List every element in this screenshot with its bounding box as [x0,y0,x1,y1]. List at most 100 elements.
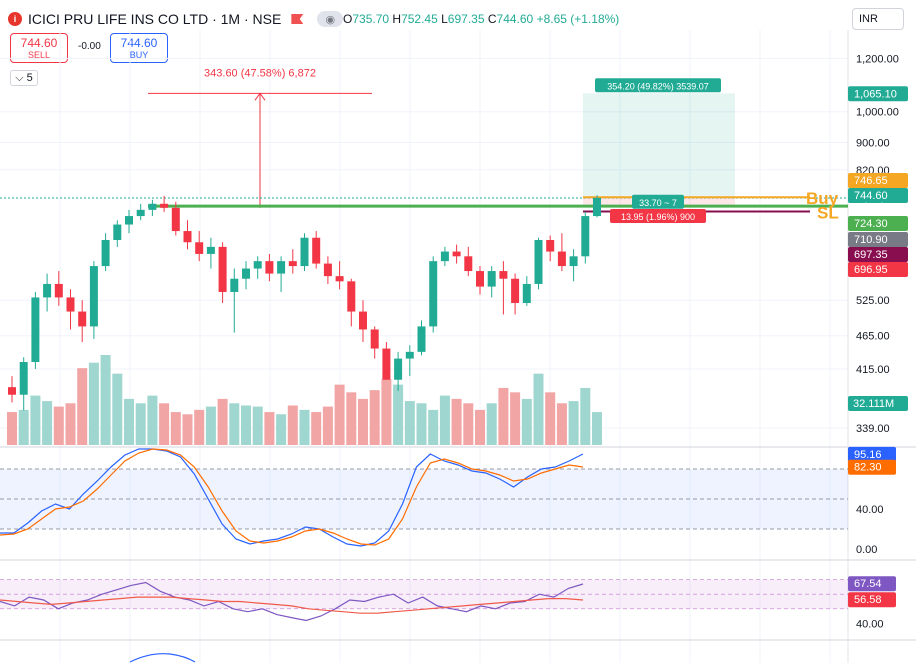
svg-text:724.30: 724.30 [854,218,888,230]
price-tag: 710.90 [848,232,908,247]
svg-text:56.58: 56.58 [854,594,882,606]
company-logo-icon: i [8,12,22,26]
volume-bar [334,384,345,445]
volume-bar [252,406,263,445]
candle-body [195,242,204,254]
svg-text:744.60: 744.60 [854,190,888,202]
position-label: 33.70 ~ 7 [632,194,684,209]
candle-body [89,266,98,327]
volume-bar [205,406,216,445]
volume-bar [53,406,64,445]
candle-body [171,207,180,232]
candle-body [569,256,578,267]
volume-bar [439,395,450,445]
volume-bar [18,409,29,445]
candle-body [440,251,449,262]
volume-bar [498,387,509,445]
volume-bar [135,403,146,445]
candle-body [312,237,321,264]
stop-label: 13.95 (1.96%) 900 [610,209,706,224]
candle-body [288,261,297,267]
volume-bar [299,409,310,445]
volume-bar [159,403,170,445]
svg-text:696.95: 696.95 [854,264,888,276]
price-tag: 697.35 [848,247,908,262]
candle-body [534,239,543,284]
volume-bar [30,395,41,445]
volume-bar [322,406,333,445]
volume-bar [521,398,532,445]
price-tag: 1,065.10 [848,86,908,102]
symbol-title[interactable]: ICICI PRU LIFE INS CO LTD · 1M · NSE [28,11,282,27]
symbol-header[interactable]: i ICICI PRU LIFE INS CO LTD · 1M · NSE ◉ [8,8,344,30]
volume-bar [592,412,602,445]
stoch-value-tag: 82.30 [848,459,896,475]
svg-text:33.70 ~ 7: 33.70 ~ 7 [639,198,677,208]
volume-tag: 32.111M [848,396,908,411]
svg-text:1,065.10: 1,065.10 [854,88,897,100]
open-value: 735.70 [352,12,390,26]
volume-bar [404,401,415,445]
volume-bar [124,398,134,445]
sell-button[interactable]: 744.60 SELL [10,33,68,63]
candle-body [370,329,379,349]
candle-body [593,197,601,217]
candle-body [464,256,473,272]
stoch-tick-label: 0.00 [856,544,877,556]
target-label: 354.20 (49.82%) 3539.07 [595,78,721,93]
candle-body [405,351,414,359]
candle-body [54,283,63,298]
rsi-value-tag: 56.58 [848,592,896,608]
measure-label: 343.60 (47.58%) 6,872 [204,67,316,79]
stoch-value-tag: 95.16 [848,446,896,462]
volume-bar [42,401,53,445]
rsi-tick-label: 40.00 [856,618,884,630]
eye-icon[interactable]: ◉ [317,11,344,27]
volume-bar [486,403,497,445]
volume-bar [475,409,485,445]
candle-body [417,326,426,352]
svg-text:82.30: 82.30 [854,462,882,474]
ohlc-readout: O735.70 H752.45 L697.35 C744.60 +8.65 (+… [343,12,620,26]
candle-body [136,209,145,217]
volume-bar [416,403,427,445]
indicator-collapse-button[interactable]: ⌵ 5 [10,70,38,86]
spread-value: -0.00 [78,41,101,52]
candle-body [19,362,28,395]
candle-body [581,216,590,257]
volume-bar [463,403,474,445]
candle-body [66,297,75,312]
candle-body [160,203,169,208]
volume-bar [77,368,88,445]
y-tick-label: 465.00 [856,331,890,343]
volume-bar [264,412,275,445]
volume-bar [170,412,181,445]
candle-body [253,261,262,269]
candle-body [183,231,192,243]
candle-body [43,283,52,298]
candle-body [8,387,16,395]
currency-select[interactable]: INR [852,8,904,30]
candle-body [113,224,122,240]
volume-bar [510,392,521,445]
candle-body [359,311,367,330]
price-tag: 724.30 [848,216,908,231]
y-tick-label: 900.00 [856,138,890,150]
candle-body [148,203,157,210]
volume-bar [241,405,251,445]
price-tag: 746.65 [848,173,908,188]
rsi-value-tag: 67.54 [848,576,896,592]
flag-icon[interactable] [291,14,304,24]
low-value: 697.35 [447,12,485,26]
volume-bar [65,403,76,445]
sl-text: SL [817,204,839,223]
rsi-series-line [0,596,584,614]
stoch-series-line [0,448,584,547]
candle-body [487,271,496,287]
volume-bar [428,409,439,445]
volume-bar [346,392,357,445]
volume-bar [381,379,392,445]
volume-bar [147,395,158,445]
y-tick-label: 339.00 [856,423,890,435]
